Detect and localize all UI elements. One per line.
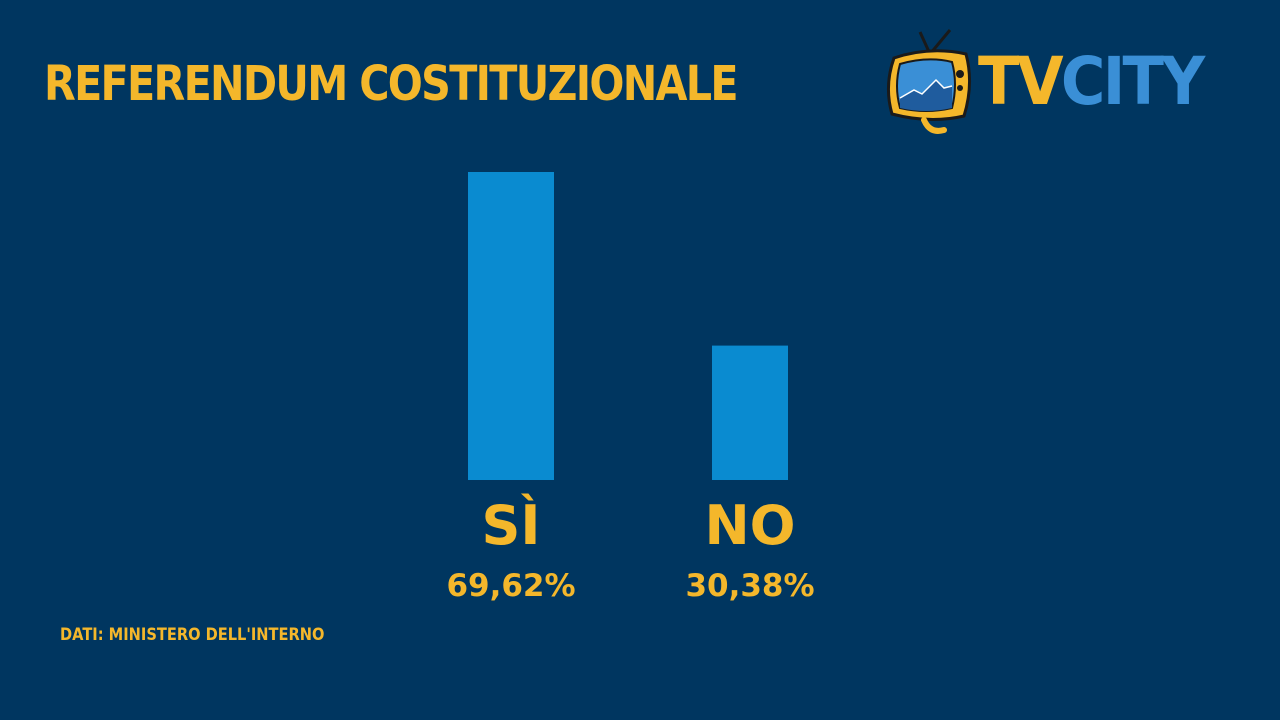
bar-si xyxy=(468,172,554,480)
logo-wordmark: TVCITY xyxy=(978,42,1205,122)
value-label-no: 30,38% xyxy=(685,568,814,604)
tvcity-logo: TVCITY xyxy=(884,24,1264,140)
value-label-si: 69,62% xyxy=(446,568,575,604)
page-title: REFERENDUM COSTITUZIONALE xyxy=(44,56,739,112)
tv-icon xyxy=(887,29,971,134)
data-source: DATI: MINISTERO DELL'INTERNO xyxy=(60,625,325,645)
category-label-no: NO xyxy=(704,494,795,557)
logo-city-text: CITY xyxy=(1060,43,1205,120)
bar-no xyxy=(712,345,788,480)
category-label-si: SÌ xyxy=(482,494,541,557)
logo-tv-text: TV xyxy=(978,43,1064,120)
